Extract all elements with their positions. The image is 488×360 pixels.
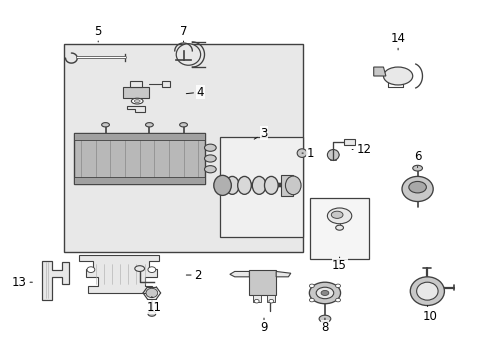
Polygon shape	[276, 271, 290, 277]
Ellipse shape	[135, 266, 144, 271]
Bar	[252, 295, 260, 302]
Bar	[74, 134, 205, 184]
Ellipse shape	[204, 144, 216, 151]
Ellipse shape	[131, 98, 143, 104]
Ellipse shape	[319, 315, 330, 322]
Text: 13: 13	[12, 276, 32, 289]
Text: 6: 6	[413, 150, 421, 167]
Polygon shape	[42, 261, 69, 300]
Bar	[64, 44, 303, 252]
Bar	[74, 177, 205, 184]
Polygon shape	[127, 107, 144, 112]
Ellipse shape	[148, 267, 156, 273]
Bar	[310, 198, 368, 259]
Text: 10: 10	[422, 306, 436, 323]
Text: 11: 11	[146, 297, 162, 314]
Ellipse shape	[383, 67, 412, 85]
Ellipse shape	[225, 176, 239, 194]
Text: 8: 8	[321, 318, 328, 333]
Ellipse shape	[321, 291, 328, 296]
Text: 4: 4	[186, 86, 204, 99]
Ellipse shape	[145, 123, 153, 127]
Ellipse shape	[134, 100, 140, 103]
Bar	[249, 270, 276, 295]
Ellipse shape	[335, 284, 340, 288]
Text: 5: 5	[94, 25, 102, 42]
Text: 2: 2	[186, 269, 202, 282]
Text: 7: 7	[180, 25, 187, 42]
Ellipse shape	[264, 176, 278, 194]
Ellipse shape	[254, 300, 259, 303]
Bar	[74, 134, 205, 140]
Ellipse shape	[335, 298, 340, 302]
Ellipse shape	[176, 44, 200, 65]
Text: 15: 15	[331, 257, 346, 272]
Ellipse shape	[330, 211, 342, 219]
Ellipse shape	[309, 298, 314, 302]
Text: 9: 9	[260, 318, 267, 333]
Text: 14: 14	[390, 32, 405, 50]
Ellipse shape	[204, 155, 216, 162]
Polygon shape	[373, 67, 385, 76]
Bar	[130, 81, 142, 87]
Bar	[122, 87, 149, 98]
Ellipse shape	[148, 311, 156, 316]
Ellipse shape	[285, 176, 301, 195]
Ellipse shape	[327, 208, 351, 224]
Bar	[161, 81, 170, 87]
Text: 3: 3	[254, 127, 267, 140]
Ellipse shape	[408, 181, 426, 193]
Ellipse shape	[146, 288, 158, 298]
Ellipse shape	[316, 287, 333, 299]
Bar	[281, 175, 293, 196]
Ellipse shape	[309, 284, 314, 288]
Ellipse shape	[179, 123, 187, 127]
Bar	[267, 295, 275, 302]
Ellipse shape	[309, 282, 340, 304]
Ellipse shape	[409, 277, 444, 306]
Ellipse shape	[87, 267, 95, 273]
Ellipse shape	[252, 176, 265, 194]
Ellipse shape	[237, 176, 251, 194]
Ellipse shape	[268, 300, 273, 303]
Bar	[344, 139, 354, 145]
Ellipse shape	[401, 176, 432, 202]
Ellipse shape	[102, 123, 109, 127]
Ellipse shape	[416, 282, 437, 300]
Ellipse shape	[213, 175, 231, 195]
Bar	[220, 137, 303, 237]
Ellipse shape	[297, 149, 306, 157]
Text: 1: 1	[302, 147, 313, 159]
Ellipse shape	[412, 165, 422, 171]
Text: 12: 12	[351, 143, 371, 156]
Ellipse shape	[327, 149, 338, 160]
Ellipse shape	[204, 166, 216, 173]
Polygon shape	[79, 255, 159, 293]
Ellipse shape	[335, 225, 343, 230]
Polygon shape	[229, 271, 249, 277]
